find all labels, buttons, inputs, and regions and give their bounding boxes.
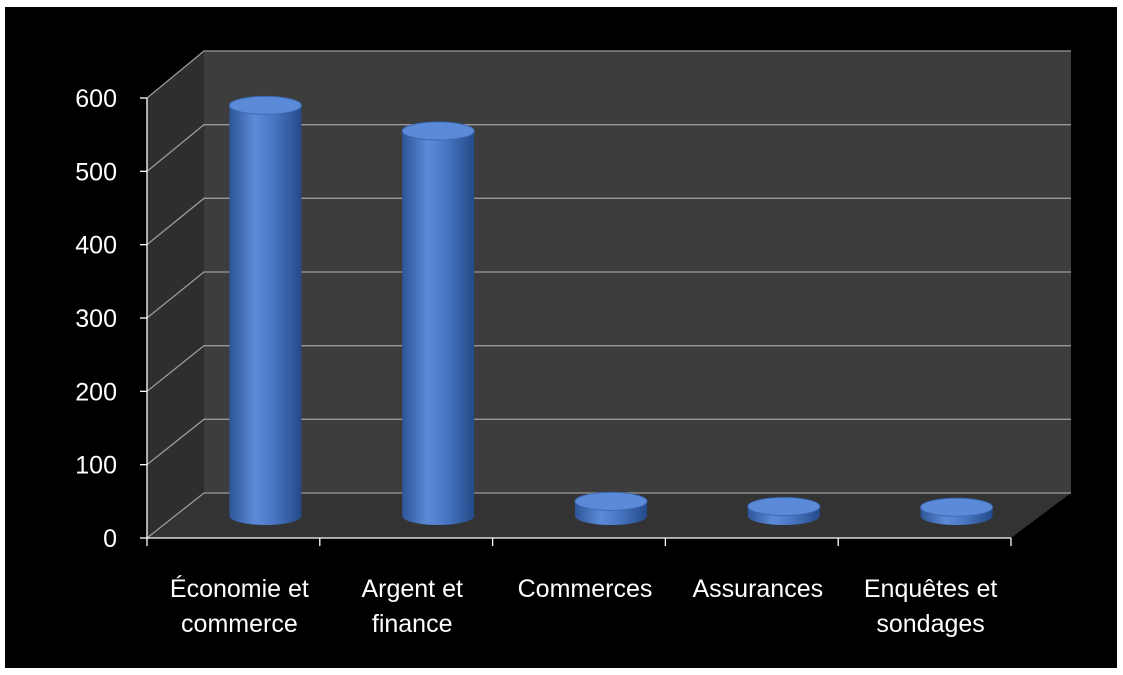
axes <box>140 97 1012 546</box>
y-tick-label: 300 <box>75 305 117 333</box>
bar-body <box>229 105 302 525</box>
y-tick-label: 500 <box>75 158 117 186</box>
bars <box>228 95 994 525</box>
y-tick-label: 200 <box>75 378 117 406</box>
x-category-labels: Économie et commerce Argent et finance Comme… <box>170 574 997 638</box>
bar-top <box>574 491 648 511</box>
bar-top <box>228 95 302 115</box>
x-category-label: Argent et finance <box>361 575 463 638</box>
bar-top <box>920 497 994 517</box>
bar <box>228 95 302 525</box>
y-tick-label: 600 <box>75 85 117 113</box>
y-tick-label: 0 <box>103 525 117 553</box>
y-tick-labels: 0 100 200 300 400 500 600 <box>75 85 117 553</box>
gridline <box>146 124 1071 172</box>
bar <box>574 491 648 525</box>
x-category-label: Économie et commerce <box>170 574 309 638</box>
y-tick-label: 400 <box>75 232 117 260</box>
gridlines <box>146 50 1071 539</box>
bar <box>747 496 821 525</box>
gridline <box>146 418 1071 466</box>
bar-chart: 0 100 200 300 400 500 600 Économie et commerce A… <box>75 50 1071 638</box>
x-category-label: Commerces <box>518 575 653 603</box>
gridline <box>146 197 1071 246</box>
gridline <box>146 345 1071 392</box>
gridline <box>146 50 1071 99</box>
x-category-label: Enquêtes et sondages <box>864 575 997 638</box>
bar-top <box>747 496 821 516</box>
x-category-label: Assurances <box>692 575 823 603</box>
y-tick-label: 100 <box>75 452 117 480</box>
bar-body <box>402 131 475 525</box>
gridline <box>146 492 1071 539</box>
bar <box>401 121 475 525</box>
chart-frame: 0 100 200 300 400 500 600 Économie et commerce A… <box>5 7 1117 668</box>
gridline <box>146 271 1071 319</box>
bar-top <box>401 121 475 141</box>
bar <box>920 497 994 525</box>
